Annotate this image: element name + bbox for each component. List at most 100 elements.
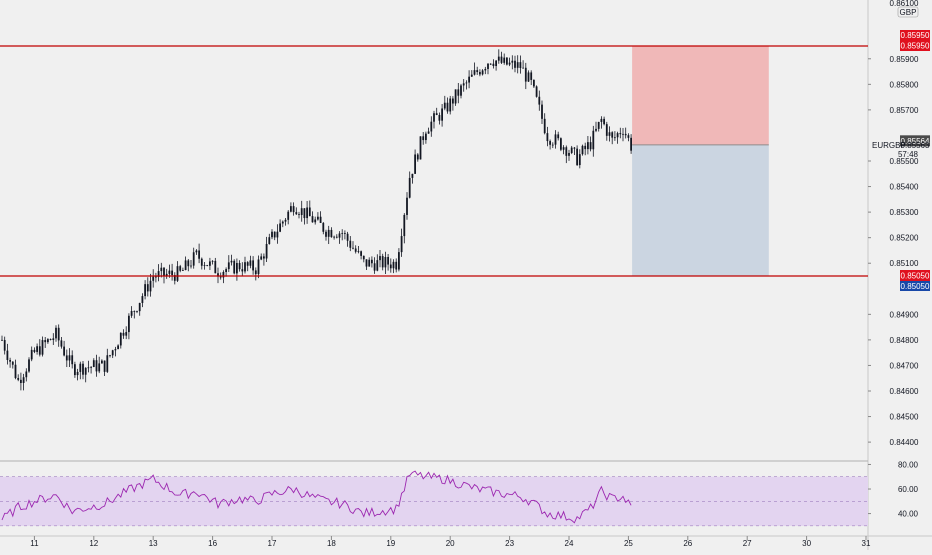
support-badge [900,281,930,291]
candle-body [551,144,554,146]
candle-body [195,250,198,253]
candle-body [38,346,41,355]
candle-body [624,133,627,136]
candle-body [90,366,92,368]
candle-body [171,270,173,276]
candle-body [565,147,568,156]
candle-body [395,261,398,270]
candle-body [125,332,128,336]
candle-body [227,262,230,270]
support-red-badge-label: 0.85050 [901,272,930,281]
candle-body [576,148,578,166]
candle-body [119,332,122,346]
candle-body [225,269,227,272]
candle-body [176,266,179,281]
position-zones[interactable] [632,46,769,276]
candle-body [605,124,608,136]
candle-body [546,133,549,142]
candle-body [141,296,144,303]
candle-body [87,367,90,369]
candle-body [349,240,352,248]
candle-body [300,208,303,216]
candle-body [314,219,317,223]
candle-body [3,340,6,351]
candle-body [554,134,557,145]
price-tick-label: 0.85800 [890,80,919,89]
candle-body [514,60,516,68]
candle-body [433,113,435,122]
candle-body [184,260,187,271]
candle-body [36,346,38,352]
candle-body [344,233,346,234]
time-tick-label: 16 [208,539,217,548]
candle-body [106,355,109,372]
resistance-badge [900,40,930,51]
candle-body [306,207,308,219]
candle-body [387,256,389,265]
candle-body [233,260,236,274]
price-tick-label: 0.84600 [890,387,919,396]
candle-body [549,141,551,145]
candle-body [335,236,338,238]
candle-body [11,361,14,365]
candle-body [246,262,249,266]
candle-body [500,56,503,63]
candle-body [630,137,632,151]
candle-body [60,340,63,347]
take-profit-zone [632,144,769,276]
candle-body [47,339,49,343]
candle-body [449,98,452,112]
candle-body [481,70,484,75]
time-tick-label: 18 [327,539,336,548]
time-tick-label: 30 [802,539,811,548]
candle-body [479,72,481,75]
candle-body [308,207,311,217]
candle-body [360,251,362,256]
candle-body [376,260,379,271]
candle-body [484,68,487,71]
candle-body [460,85,462,96]
candle-body [263,256,265,259]
candle-body [614,137,616,139]
entry-label: 0.85563 [901,141,930,150]
candle-body [562,147,565,150]
candle-body [44,340,47,343]
candle-body [519,62,522,69]
candle-body [587,142,589,150]
candle-body [287,211,290,220]
candle-body [611,132,614,138]
candle-body [273,231,276,238]
candle-body [368,259,371,267]
candle-body [581,145,584,155]
current-price-badge-label: 0.85564 [901,137,930,146]
candle-body [295,212,298,215]
candle-body [400,236,403,253]
candle-body [619,133,622,135]
candle-body [492,63,495,67]
price-tick-label: 0.85400 [890,183,919,192]
time-tick-label: 17 [268,539,277,548]
candle-body [25,371,28,378]
candle-body [138,302,141,312]
axis-layer: 0.84400 0.84500 0.84600 0.84700 0.84800 0.849… [30,0,919,548]
candle-body [1,339,3,341]
candle-body [17,378,20,380]
candle-body [371,259,373,264]
currency-label: GBP [900,8,917,17]
rsi-layer [0,470,868,527]
candle-body [136,311,138,312]
candle-body [192,252,195,266]
candle-body [438,115,441,121]
candle-body [538,96,541,105]
candle-body [271,231,273,238]
candle-body [241,269,244,272]
levels-layer[interactable] [0,45,868,277]
candle-body [219,276,222,278]
candle-body [473,70,476,75]
candle-body [149,280,152,292]
candle-body [111,350,114,356]
candle-body [384,256,387,268]
